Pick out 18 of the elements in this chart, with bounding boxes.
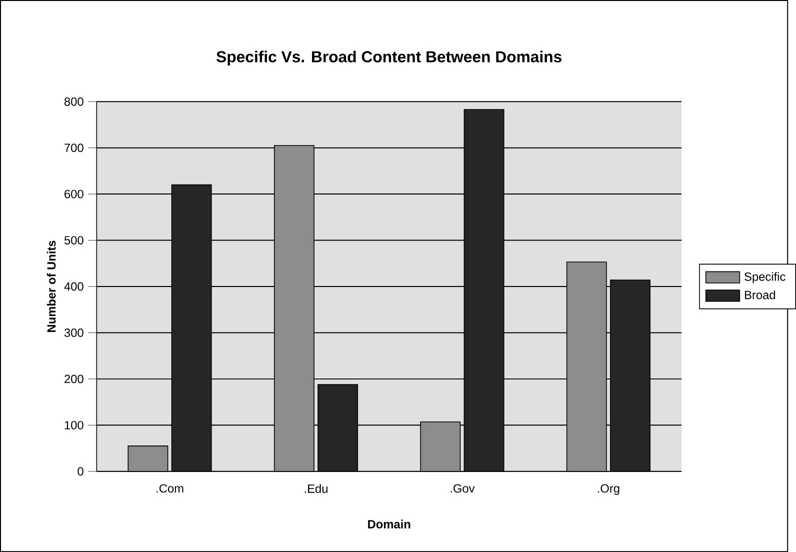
y-axis-title: Number of Units xyxy=(46,240,56,332)
x-tick-label: .Com xyxy=(156,484,184,493)
y-tick-label: 200 xyxy=(64,374,84,384)
y-tick-label: 800 xyxy=(64,97,84,106)
x-axis-title: Domain xyxy=(368,520,410,528)
y-tick-label: 0 xyxy=(78,467,84,476)
y-tick-label: 100 xyxy=(64,420,84,430)
y-tick-label: 300 xyxy=(64,328,84,337)
x-tick-label: .Org xyxy=(598,484,620,495)
legend-label: Broad xyxy=(745,290,776,300)
x-tick-label: .Edu xyxy=(304,484,328,493)
y-tick-label: 600 xyxy=(64,190,84,198)
chart-title: Specific Vs. Broad Content Between Domains xyxy=(216,50,562,66)
y-tick-label: 500 xyxy=(64,236,84,244)
x-tick-label: .Gov xyxy=(450,484,475,493)
y-tick-label: 400 xyxy=(64,282,84,291)
legend-label: Specific xyxy=(744,272,786,284)
y-tick-label: 700 xyxy=(64,144,84,152)
